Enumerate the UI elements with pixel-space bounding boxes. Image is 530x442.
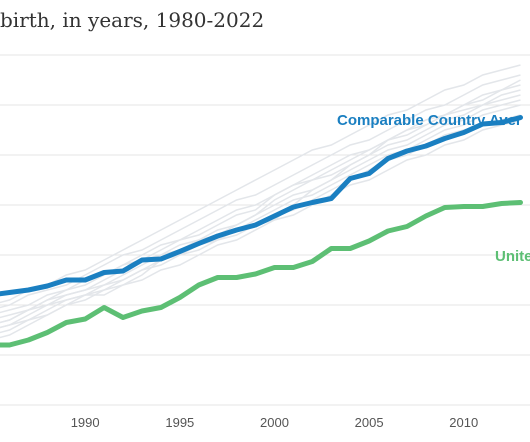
comparison-country-line [0, 119, 521, 334]
chart-title: birth, in years, 1980-2022 [0, 8, 265, 32]
comparison-country-lines [0, 64, 521, 339]
comparison-country-line [0, 104, 521, 324]
x-tick-label: 1990 [71, 415, 100, 430]
x-tick-label: 1995 [165, 415, 194, 430]
series-labels: Comparable Country Aver Unite [337, 112, 530, 265]
grid-lines [0, 54, 530, 406]
x-tick-label: 2010 [449, 415, 478, 430]
comparison-country-line [0, 64, 521, 304]
highlighted-series-lines [0, 115, 523, 348]
series-label: Comparable Country Aver [337, 112, 522, 129]
united-states-line [0, 200, 523, 348]
series-label: Unite [495, 248, 530, 265]
x-tick-label: 2000 [260, 415, 289, 430]
comparison-country-line [0, 84, 521, 314]
comparable-country-average-line [0, 115, 523, 297]
comparison-country-line [0, 99, 521, 329]
x-axis-ticks: 1990 1995 2000 2005 2010 [71, 415, 478, 430]
x-tick-label: 2005 [355, 415, 384, 430]
comparison-country-line [0, 89, 521, 319]
